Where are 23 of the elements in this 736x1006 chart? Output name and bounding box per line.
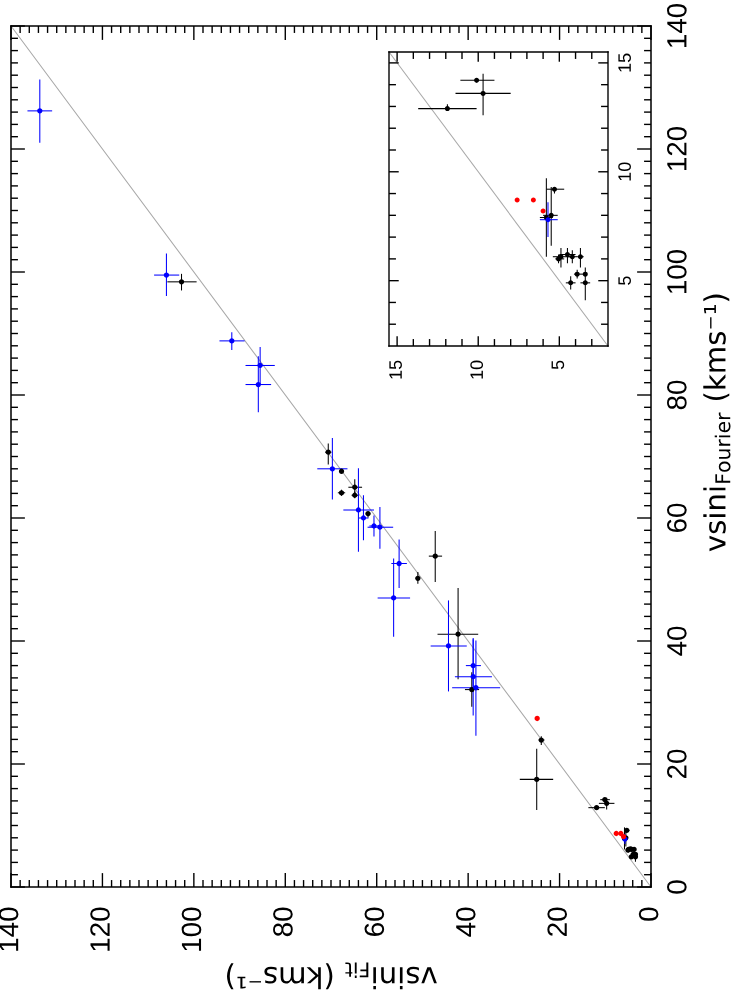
y-tick-label: 100	[667, 249, 687, 294]
x-tick-label: 80	[273, 907, 293, 937]
y-tick-label: 20	[667, 749, 687, 779]
y-tick-label: 5	[618, 276, 631, 285]
y-axis-title: vsini$_{Fourier}$ (kms⁻¹)	[703, 294, 731, 552]
x-tick-label: 20	[547, 907, 568, 936]
y-tick-label: 140	[667, 3, 687, 48]
y-tick-label: 80	[667, 380, 687, 410]
x-tick-label: 15	[389, 360, 402, 379]
y-tick-label: 0	[667, 880, 687, 894]
x-tick-label: 40	[455, 907, 476, 937]
x-axis-title: vsini$_{Fit}$ (kms⁻¹)	[226, 962, 437, 990]
x-tick-label: 5	[551, 360, 565, 370]
y-tick-label: 60	[667, 503, 687, 533]
y-tick-label: 40	[667, 626, 687, 656]
x-tick-label: 10	[470, 360, 484, 379]
x-tick-label: 60	[364, 907, 385, 936]
x-tick-label: 0	[638, 907, 659, 921]
y-tick-label: 10	[618, 162, 631, 181]
x-tick-label: 100	[181, 907, 202, 951]
x-tick-label: 120	[90, 907, 110, 951]
y-tick-label: 120	[667, 126, 687, 171]
y-tick-label: 15	[618, 53, 631, 72]
